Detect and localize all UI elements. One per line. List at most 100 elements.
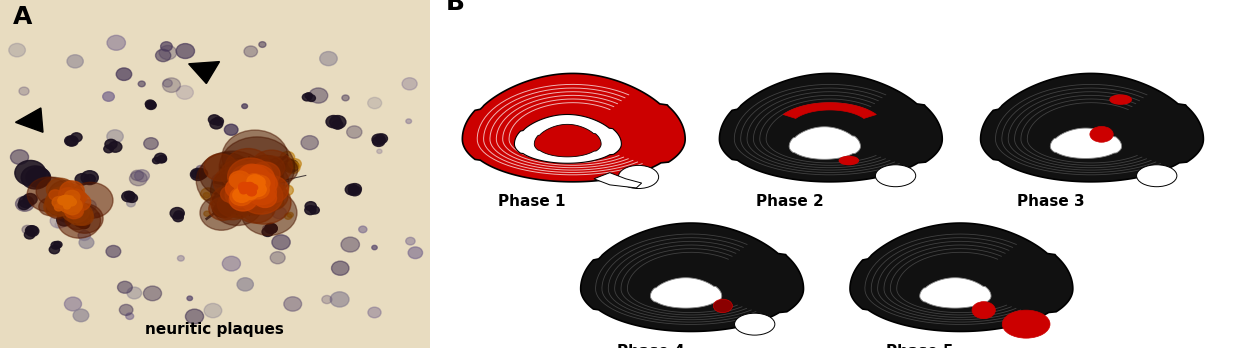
Circle shape — [36, 177, 71, 206]
Circle shape — [50, 214, 67, 228]
Circle shape — [249, 180, 263, 191]
Circle shape — [252, 174, 278, 196]
Circle shape — [284, 160, 298, 171]
Circle shape — [239, 188, 264, 207]
Circle shape — [156, 49, 171, 62]
Circle shape — [213, 117, 223, 125]
Circle shape — [74, 309, 88, 322]
Circle shape — [17, 200, 30, 209]
Circle shape — [57, 196, 69, 205]
Circle shape — [235, 170, 254, 185]
Circle shape — [310, 206, 319, 214]
Circle shape — [349, 183, 361, 194]
Circle shape — [249, 168, 284, 197]
Circle shape — [254, 189, 277, 207]
Circle shape — [47, 196, 71, 216]
Circle shape — [250, 184, 258, 191]
Circle shape — [229, 171, 250, 188]
Circle shape — [222, 199, 227, 203]
Circle shape — [203, 192, 209, 198]
Circle shape — [67, 196, 74, 201]
Circle shape — [24, 193, 37, 205]
Circle shape — [272, 235, 290, 250]
Circle shape — [219, 137, 295, 198]
Polygon shape — [920, 278, 991, 308]
Circle shape — [44, 196, 70, 217]
Circle shape — [341, 237, 359, 252]
Circle shape — [146, 100, 155, 108]
Polygon shape — [594, 173, 642, 188]
Circle shape — [248, 171, 254, 176]
Circle shape — [376, 134, 388, 143]
Circle shape — [265, 157, 298, 183]
Circle shape — [239, 159, 278, 190]
Text: Phase 3: Phase 3 — [1017, 194, 1084, 209]
Circle shape — [60, 197, 70, 205]
Circle shape — [204, 63, 216, 72]
Circle shape — [49, 190, 62, 200]
Circle shape — [61, 195, 71, 204]
Circle shape — [223, 164, 277, 207]
Circle shape — [75, 218, 86, 227]
Circle shape — [15, 160, 46, 185]
Circle shape — [51, 242, 60, 249]
Circle shape — [252, 176, 268, 189]
Circle shape — [305, 201, 316, 211]
Circle shape — [103, 145, 113, 153]
Circle shape — [226, 173, 239, 184]
Circle shape — [244, 184, 252, 191]
Circle shape — [242, 183, 248, 188]
Circle shape — [213, 204, 229, 217]
Circle shape — [243, 183, 253, 191]
Circle shape — [255, 201, 268, 211]
Circle shape — [61, 206, 80, 222]
Polygon shape — [719, 73, 942, 182]
Circle shape — [62, 192, 83, 210]
Circle shape — [85, 174, 96, 183]
Circle shape — [67, 55, 83, 68]
Circle shape — [27, 177, 70, 212]
Circle shape — [254, 179, 265, 188]
Circle shape — [50, 245, 60, 254]
Circle shape — [224, 124, 238, 135]
Circle shape — [235, 191, 275, 223]
Circle shape — [244, 46, 258, 57]
Circle shape — [70, 207, 82, 217]
Circle shape — [65, 136, 77, 146]
Polygon shape — [981, 73, 1204, 182]
Polygon shape — [850, 223, 1073, 331]
Circle shape — [125, 191, 135, 200]
Circle shape — [242, 104, 248, 109]
Circle shape — [116, 68, 132, 80]
Circle shape — [62, 196, 80, 210]
Polygon shape — [581, 223, 804, 331]
Circle shape — [197, 151, 269, 211]
Circle shape — [252, 178, 260, 185]
Circle shape — [221, 164, 228, 170]
Circle shape — [222, 256, 240, 271]
Circle shape — [66, 204, 93, 225]
Circle shape — [243, 184, 254, 193]
Circle shape — [376, 149, 383, 153]
Circle shape — [326, 116, 341, 128]
Polygon shape — [535, 124, 601, 157]
Circle shape — [49, 187, 74, 208]
Circle shape — [49, 180, 83, 208]
Circle shape — [231, 205, 248, 218]
Circle shape — [242, 182, 259, 196]
Circle shape — [80, 221, 88, 228]
Circle shape — [60, 200, 75, 213]
Circle shape — [211, 167, 269, 214]
Text: Phase 1: Phase 1 — [498, 194, 566, 209]
Circle shape — [249, 171, 267, 185]
Circle shape — [56, 184, 83, 206]
Circle shape — [177, 255, 184, 261]
Circle shape — [234, 209, 244, 218]
Circle shape — [239, 184, 250, 193]
Circle shape — [233, 188, 250, 202]
Circle shape — [243, 179, 252, 187]
Circle shape — [222, 130, 288, 183]
Circle shape — [247, 185, 253, 191]
Circle shape — [177, 86, 193, 99]
Circle shape — [55, 222, 61, 228]
